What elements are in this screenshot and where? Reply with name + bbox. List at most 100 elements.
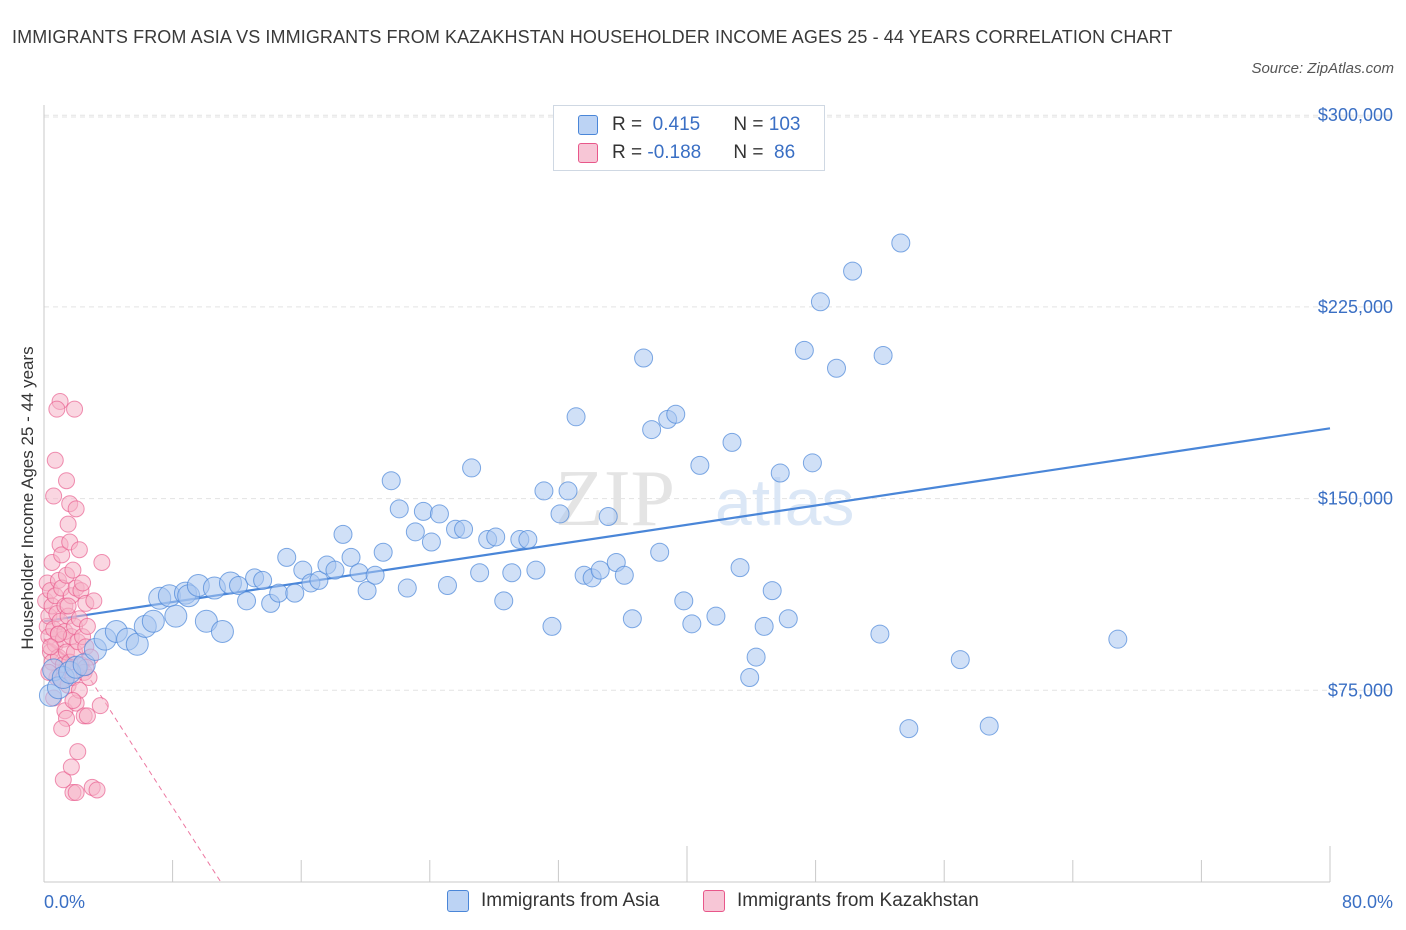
kazakhstan-point — [74, 574, 92, 592]
kazakhstan-point — [59, 515, 77, 533]
asia-point — [873, 345, 893, 365]
kazakhstan-point — [66, 400, 84, 418]
asia-point — [770, 463, 790, 483]
asia-trend-line — [43, 427, 1331, 623]
kazakhstan-point — [88, 781, 106, 799]
asia-point — [650, 542, 670, 562]
kazakhstan-trend-extension — [85, 672, 222, 883]
x-tick-label-max: 80.0% — [1342, 892, 1393, 912]
kazakhstan-point — [67, 784, 85, 802]
kazakhstan-point — [59, 597, 77, 615]
asia-point — [277, 547, 297, 567]
kazakhstan-point — [45, 487, 63, 505]
asia-point — [674, 591, 694, 611]
asia-point — [558, 481, 578, 501]
asia-point — [237, 591, 257, 611]
asia-point — [341, 547, 361, 567]
asia-point — [285, 583, 305, 603]
kazakhstan-point — [67, 500, 85, 518]
asia-point — [437, 576, 457, 596]
y-tick-label: $75,000 — [1328, 680, 1393, 700]
asia-point — [518, 529, 538, 549]
asia-point — [843, 261, 863, 281]
kazakhstan-point — [41, 638, 59, 656]
asia-point — [802, 453, 822, 473]
legend-label-asia: Immigrants from Asia — [481, 890, 660, 911]
y-axis-label: Householder Income Ages 25 - 44 years — [18, 346, 37, 649]
kazakhstan-legend-swatch — [703, 890, 725, 912]
correlation-legend: R = 0.415 N = 103 R = -0.188 N = 86 — [553, 105, 825, 171]
trend-lines — [43, 427, 1331, 883]
asia-point — [794, 340, 814, 360]
asia-point — [614, 565, 634, 585]
asia-point — [373, 542, 393, 562]
axes — [43, 105, 1331, 883]
asia-point — [550, 504, 570, 524]
kazakhstan-point — [62, 758, 80, 776]
kazakhstan-point — [69, 743, 87, 761]
asia-point — [706, 606, 726, 626]
legend-r-label: R = — [612, 142, 648, 163]
y-tick-label: $150,000 — [1318, 489, 1393, 509]
kazakhstan-point — [53, 720, 71, 738]
kazakhstan-point — [49, 625, 67, 643]
y-tick-label: $225,000 — [1318, 297, 1393, 317]
asia-point — [746, 647, 766, 667]
kazakhstan-point — [70, 541, 88, 559]
asia-point — [210, 620, 234, 644]
asia-point — [397, 578, 417, 598]
kazakhstan-point — [46, 451, 64, 469]
asia-point — [590, 560, 610, 580]
kazakhstan-points — [37, 392, 111, 802]
asia-point — [762, 581, 782, 601]
asia-point — [253, 570, 273, 590]
legend-n-label: N = — [733, 114, 769, 135]
asia-point — [502, 563, 522, 583]
kazakhstan-point — [85, 592, 103, 610]
asia-swatch — [578, 115, 598, 135]
asia-point — [357, 581, 377, 601]
kazakhstan-point — [58, 472, 76, 490]
asia-point — [494, 591, 514, 611]
kazakhstan-point — [48, 400, 66, 418]
asia-point — [740, 668, 760, 688]
asia-point — [622, 609, 642, 629]
legend-n-label: N = — [733, 142, 769, 163]
asia-point — [462, 458, 482, 478]
asia-point — [365, 565, 385, 585]
y-tick-labels: $75,000 $150,000 $225,000 $300,000 — [1318, 105, 1393, 700]
asia-point — [870, 624, 890, 644]
asia-point — [899, 719, 919, 739]
kazakhstan-point — [78, 617, 96, 635]
asia-points — [38, 233, 1128, 739]
asia-point — [164, 604, 188, 628]
asia-point — [421, 532, 441, 552]
legend-row-kazakhstan: R = -0.188 N = 86 — [578, 141, 795, 165]
asia-point — [634, 348, 654, 368]
asia-point — [526, 560, 546, 580]
asia-point — [950, 650, 970, 670]
asia-point — [349, 563, 369, 583]
legend-n-value: 86 — [768, 142, 796, 163]
asia-point — [389, 499, 409, 519]
asia-legend-swatch — [447, 890, 469, 912]
y-tick-label: $300,000 — [1318, 105, 1393, 125]
asia-point — [325, 560, 345, 580]
kazakhstan-point — [91, 697, 109, 715]
kazakhstan-point — [78, 707, 96, 725]
asia-point — [826, 358, 846, 378]
asia-point — [269, 583, 289, 603]
asia-point — [598, 506, 618, 526]
x-tick-label-min: 0.0% — [44, 892, 85, 912]
asia-point — [486, 527, 506, 547]
asia-point — [682, 614, 702, 634]
asia-point — [642, 420, 662, 440]
asia-point — [722, 432, 742, 452]
asia-point — [778, 609, 798, 629]
watermark-zip: ZIP — [555, 455, 675, 543]
kazakhstan-point — [64, 692, 82, 710]
legend-r-label: R = — [612, 114, 648, 135]
kazakhstan-swatch — [578, 143, 598, 163]
asia-point — [229, 576, 249, 596]
